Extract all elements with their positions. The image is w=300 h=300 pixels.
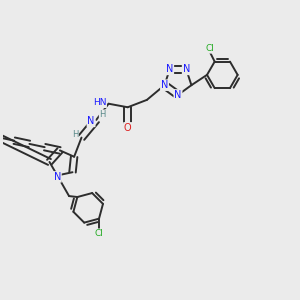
Text: N: N [174, 90, 182, 100]
Text: HN: HN [93, 98, 106, 107]
Text: N: N [183, 64, 190, 74]
Text: N: N [161, 80, 168, 90]
Text: Cl: Cl [206, 44, 215, 53]
Text: Cl: Cl [94, 229, 103, 238]
Text: N: N [54, 172, 61, 182]
Text: N: N [166, 64, 173, 74]
Text: O: O [124, 123, 131, 133]
Text: H: H [72, 130, 78, 139]
Text: H: H [100, 110, 106, 119]
Text: N: N [87, 116, 95, 126]
